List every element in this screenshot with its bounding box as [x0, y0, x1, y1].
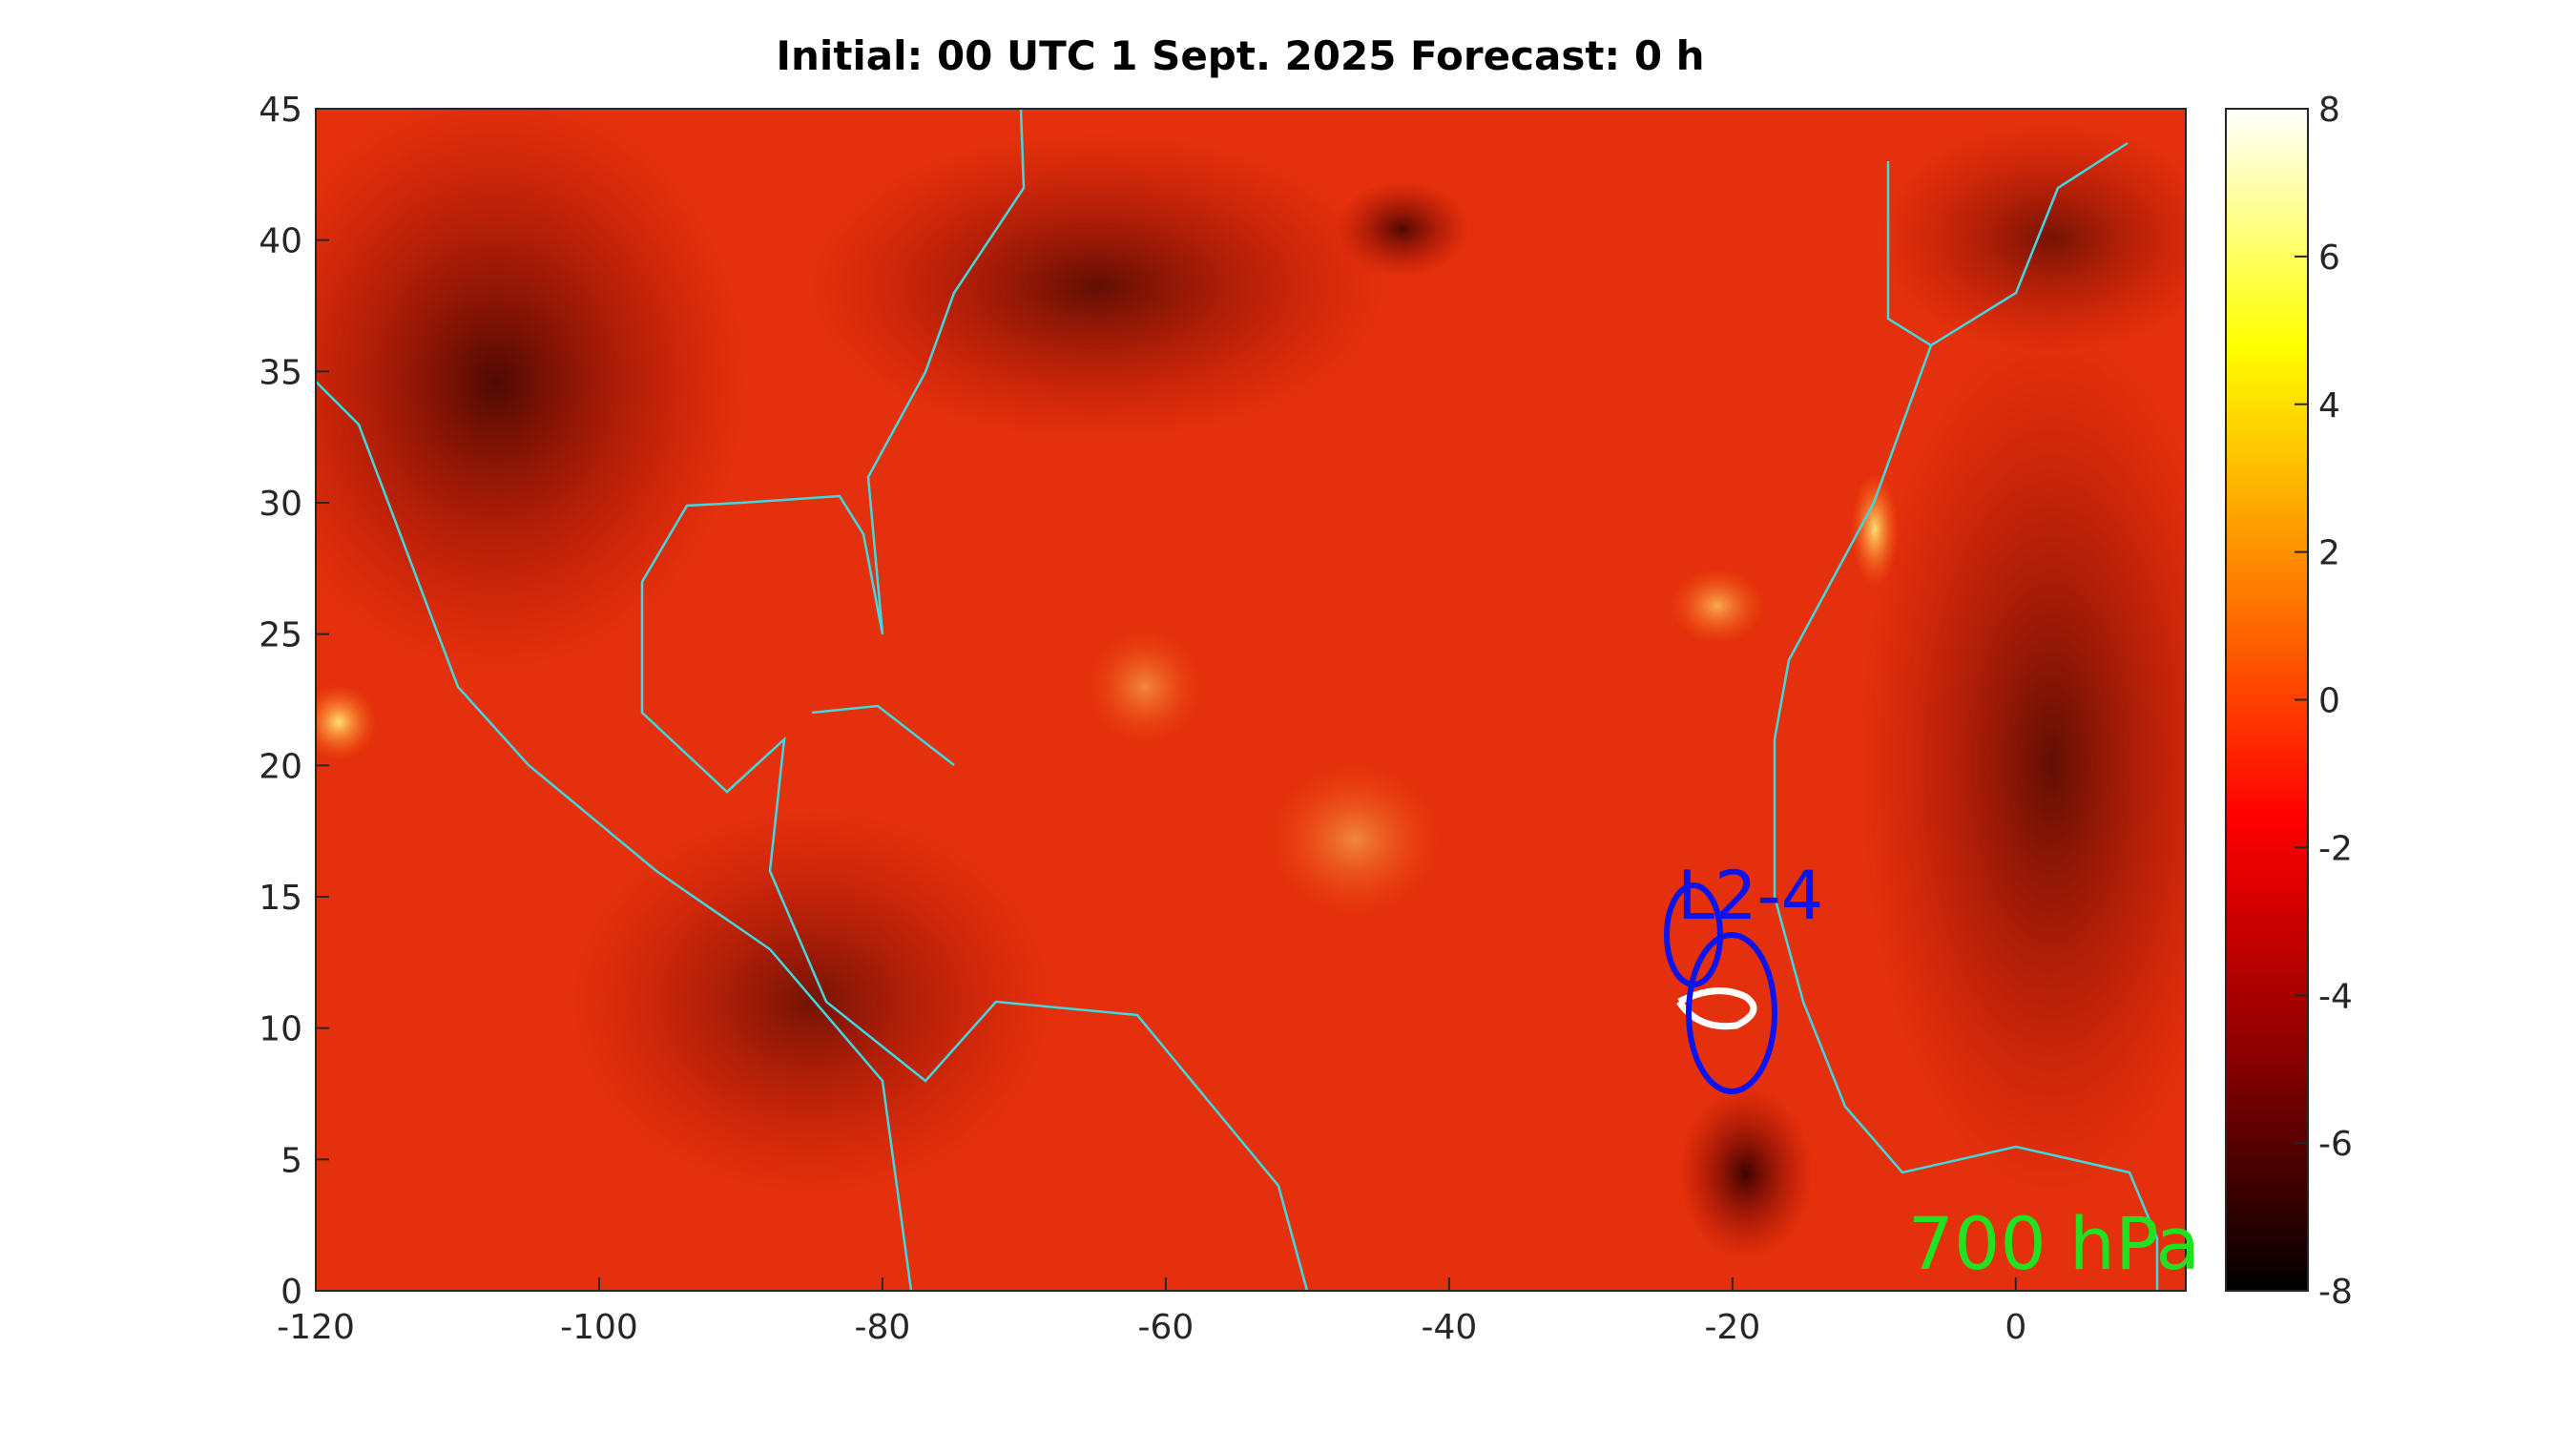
- colorbar-tick-label: -6: [2318, 1125, 2353, 1164]
- colorbar-tick-label: -8: [2318, 1273, 2353, 1312]
- colorbar-tick-label: 8: [2318, 91, 2340, 130]
- field: [316, 109, 2186, 1291]
- system-ellipse: [1686, 932, 1777, 1094]
- x-tick-label: -100: [560, 1308, 638, 1347]
- x-tick-label: 0: [2005, 1308, 2026, 1347]
- x-tick-label: -40: [1421, 1308, 1477, 1347]
- system-label: L2-4: [1677, 857, 1823, 935]
- y-tick-label: 45: [259, 91, 302, 130]
- x-tick-label: -20: [1704, 1308, 1760, 1347]
- x-tick-label: -80: [855, 1308, 911, 1347]
- y-tick-label: 25: [259, 616, 302, 655]
- colorbar-tick-label: 6: [2318, 238, 2340, 278]
- y-tick-label: 5: [280, 1141, 302, 1180]
- y-tick-label: 10: [259, 1010, 302, 1049]
- colorbar-tick-label: 0: [2318, 682, 2340, 721]
- colorbar-tick-label: -4: [2318, 977, 2353, 1016]
- x-tick-label: -120: [277, 1308, 355, 1347]
- y-tick-label: 15: [259, 879, 302, 918]
- y-tick-label: 40: [259, 222, 302, 261]
- axes-box: [315, 108, 2187, 1292]
- y-tick-label: 20: [259, 747, 302, 786]
- chart-title: Initial: 00 UTC 1 Sept. 2025 Forecast: 0…: [776, 32, 1704, 79]
- system-ellipse: [1664, 882, 1723, 987]
- x-tick-label: -60: [1138, 1308, 1195, 1347]
- y-tick-label: 0: [280, 1273, 302, 1312]
- level-label: 700 hPa: [1908, 1201, 2200, 1286]
- colorbar-tick-label: 4: [2318, 386, 2340, 425]
- colorbar-tick-label: 2: [2318, 534, 2340, 573]
- y-tick-label: 35: [259, 353, 302, 392]
- colorbar-tick-label: -2: [2318, 829, 2353, 868]
- y-tick-label: 30: [259, 485, 302, 524]
